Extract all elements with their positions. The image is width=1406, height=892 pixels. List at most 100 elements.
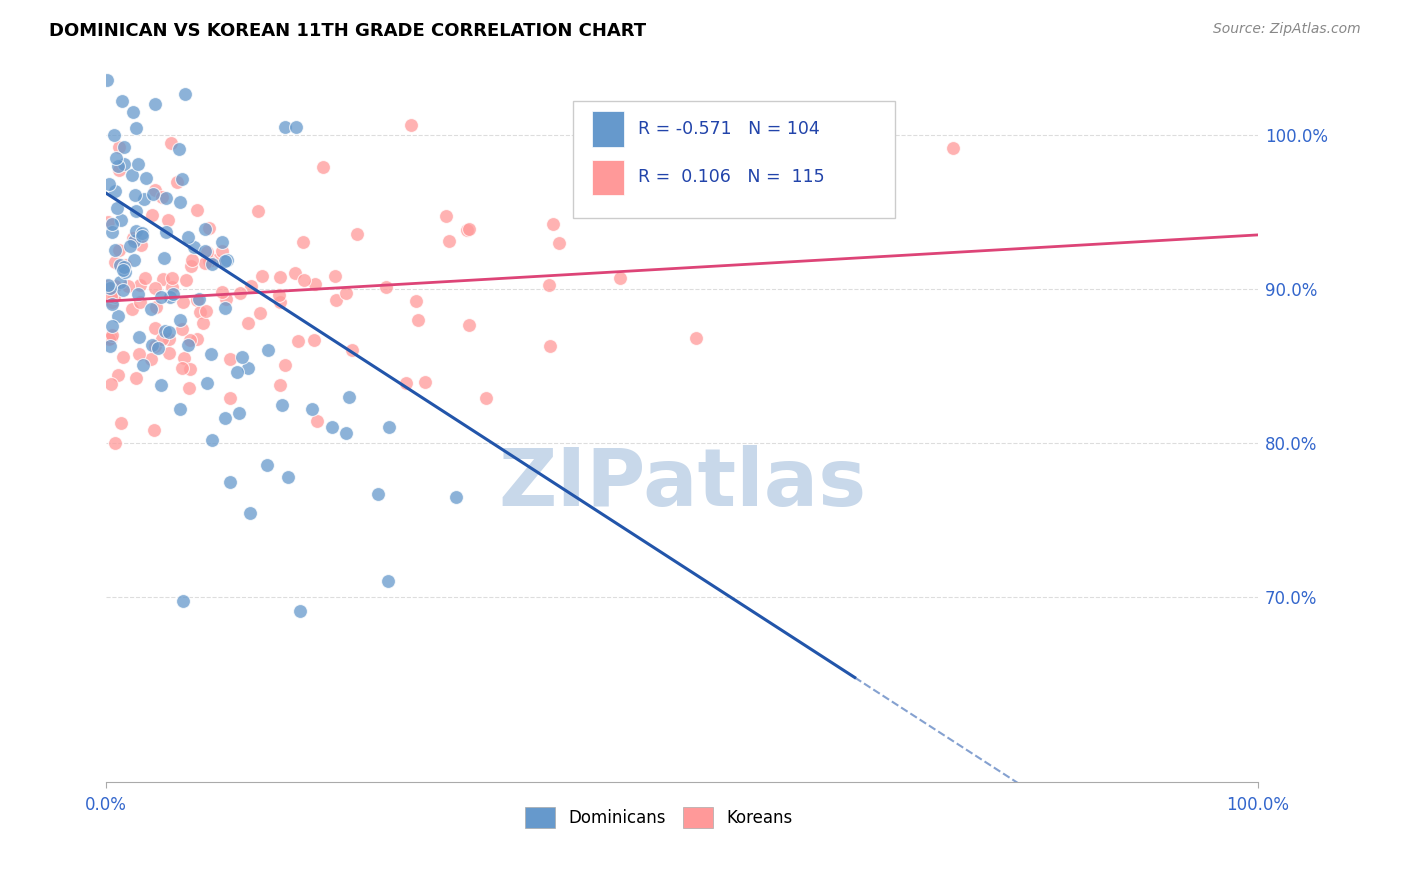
Point (218, 391, 240, 405)
Point (188, 305, 211, 319)
Point (434, 209, 457, 223)
Point (415, 376, 437, 390)
Point (271, 399, 294, 413)
Point (155, 226, 177, 240)
Point (395, 376, 418, 391)
Point (267, 288, 290, 302)
Point (179, 381, 201, 395)
Point (129, 294, 152, 309)
Point (214, 301, 236, 316)
Point (302, 334, 325, 348)
Point (375, 280, 398, 294)
Point (104, 436, 127, 450)
Point (257, 343, 280, 357)
Point (97, 177, 120, 191)
Point (183, 240, 205, 254)
Point (150, 290, 173, 304)
Point (97, 0, 120, 10)
Point (157, 326, 180, 340)
Point (274, 358, 297, 372)
Point (323, 268, 346, 283)
Point (120, 239, 142, 253)
Point (127, 286, 149, 301)
Point (97, 278, 120, 293)
Point (194, 256, 217, 270)
Text: R =  0.106   N =  115: R = 0.106 N = 115 (638, 169, 825, 186)
Point (103, 128, 125, 142)
Point (291, 235, 314, 249)
Point (179, 333, 201, 347)
Point (101, 225, 124, 239)
Text: Source: ZipAtlas.com: Source: ZipAtlas.com (1213, 22, 1361, 37)
Point (195, 304, 218, 318)
Point (107, 309, 129, 323)
Point (131, 227, 153, 241)
Point (269, 295, 291, 310)
Point (406, 312, 429, 326)
Point (160, 271, 183, 285)
Point (143, 182, 166, 196)
Point (211, 285, 233, 300)
Point (112, 260, 135, 274)
Point (117, 279, 139, 293)
Point (456, 223, 478, 237)
Point (107, 162, 129, 177)
Point (247, 204, 270, 219)
Point (685, 331, 707, 345)
Point (177, 230, 200, 244)
Point (142, 186, 165, 201)
Point (159, 289, 181, 303)
Point (155, 191, 177, 205)
Legend: Dominicans, Koreans: Dominicans, Koreans (519, 801, 799, 834)
Point (288, 604, 311, 618)
Point (249, 306, 271, 320)
Point (238, 317, 260, 331)
Point (98, 280, 121, 294)
Point (256, 458, 278, 472)
Point (458, 318, 481, 332)
Point (143, 281, 166, 295)
Point (186, 332, 208, 346)
Point (292, 273, 315, 287)
Point (157, 213, 180, 227)
Point (146, 342, 169, 356)
Point (122, 231, 145, 245)
Point (458, 222, 481, 236)
Point (215, 292, 238, 306)
Point (143, 96, 166, 111)
Point (173, 351, 195, 366)
Point (301, 401, 323, 416)
Point (169, 401, 191, 416)
Point (153, 251, 176, 265)
Point (145, 301, 167, 315)
Point (277, 470, 299, 484)
Point (172, 594, 194, 608)
Point (172, 361, 194, 376)
Point (543, 217, 565, 231)
Point (312, 161, 335, 175)
Point (194, 222, 217, 236)
Point (111, 95, 134, 109)
Point (155, 324, 177, 338)
Point (125, 371, 148, 385)
Point (98, 339, 121, 353)
Point (195, 376, 218, 391)
Point (285, 120, 308, 134)
Point (150, 332, 173, 346)
Point (305, 414, 328, 428)
Point (335, 425, 357, 440)
Point (141, 302, 163, 317)
Point (269, 269, 291, 284)
Point (134, 270, 156, 285)
Point (141, 337, 163, 351)
Point (269, 378, 291, 392)
Point (609, 270, 631, 285)
Point (538, 338, 561, 352)
Point (304, 277, 326, 291)
Text: ZIPatlas: ZIPatlas (498, 445, 866, 524)
Point (101, 217, 124, 231)
Point (108, 275, 131, 289)
Point (274, 120, 297, 134)
Point (238, 361, 260, 376)
Point (250, 268, 273, 283)
